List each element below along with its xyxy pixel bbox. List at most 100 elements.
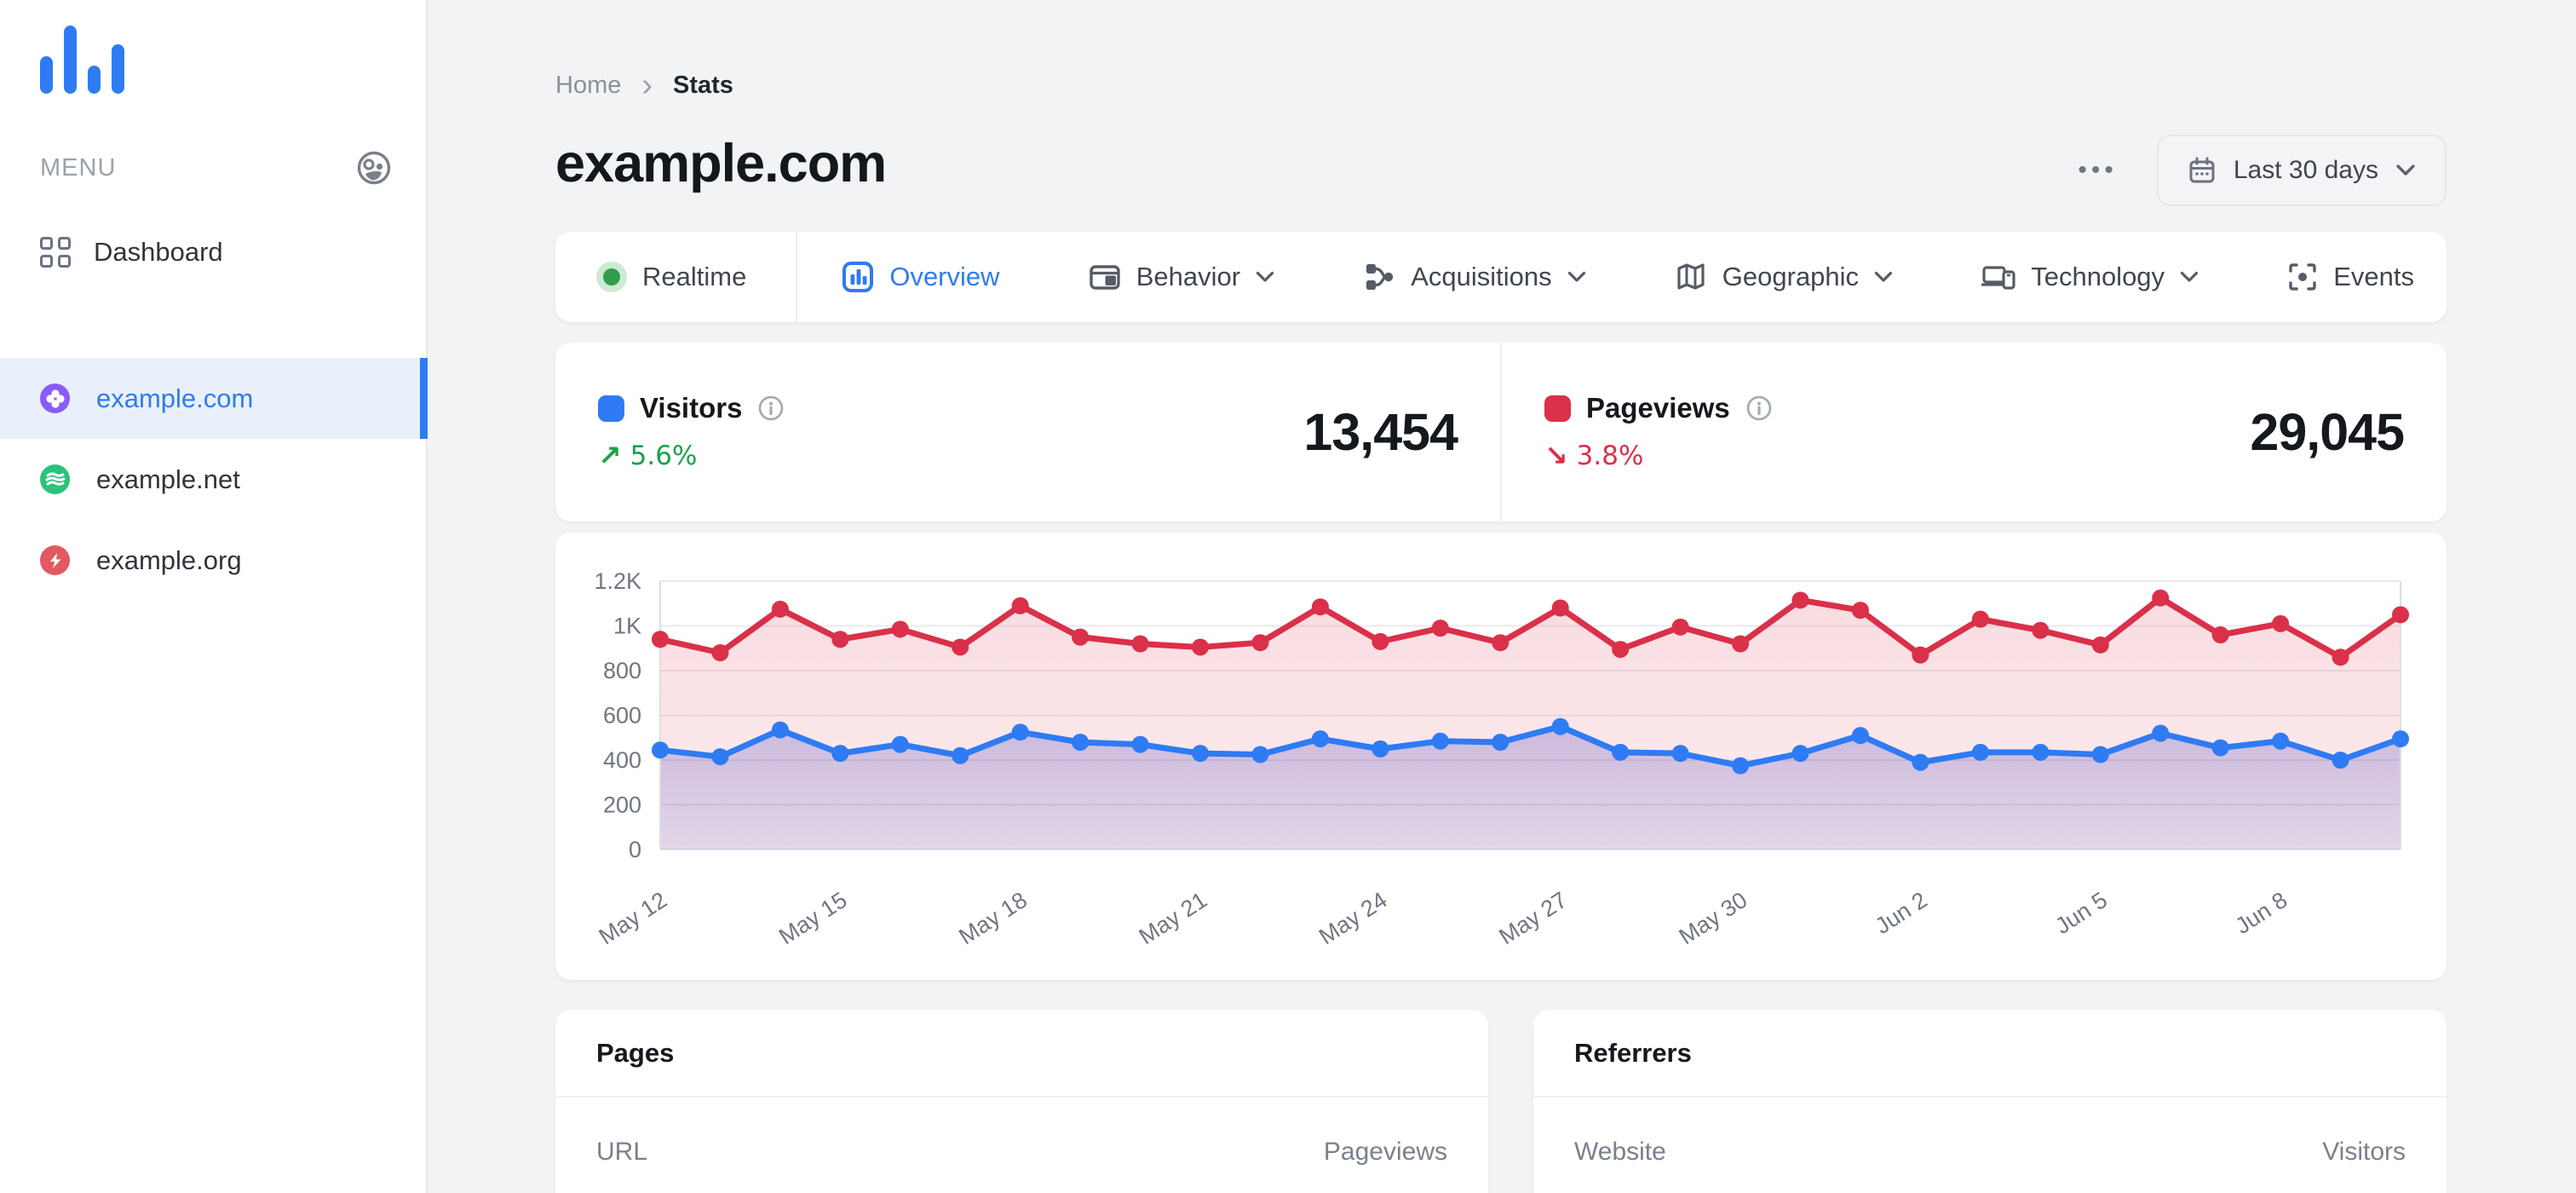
stat-delta: ↗ 5.6% — [598, 439, 785, 472]
waves-icon — [40, 464, 70, 494]
more-options-button[interactable]: ••• — [2078, 156, 2118, 184]
svg-text:200: 200 — [603, 792, 641, 818]
logo-bar — [88, 66, 101, 94]
tab-label: Geographic — [1722, 262, 1860, 291]
svg-text:Jun 8: Jun 8 — [2231, 887, 2292, 939]
tab-overview[interactable]: Overview — [842, 261, 1000, 293]
stats-bar: Visitors ↗ 5.6% 13,454 — [555, 343, 2447, 522]
calendar-icon — [2188, 156, 2217, 185]
stat-label: Pageviews — [1586, 392, 1730, 424]
sidebar-item-example-net[interactable]: example.net — [0, 439, 426, 520]
sidebar-item-label: Dashboard — [94, 237, 223, 267]
visitors-swatch — [598, 395, 624, 422]
window-icon — [1089, 261, 1121, 293]
sidebar-item-label: example.net — [96, 464, 240, 494]
chevron-down-icon — [2180, 271, 2199, 284]
stat-value: 29,045 — [2250, 403, 2405, 461]
tab-geographic[interactable]: Geographic — [1675, 261, 1893, 293]
tab-label: Behavior — [1136, 262, 1241, 291]
sidebar-item-label: example.org — [96, 545, 242, 575]
stat-pageviews: Pageviews ↘ 3.8% 29,045 — [1500, 343, 2447, 522]
tab-label: Acquisitions — [1411, 262, 1552, 291]
grid-icon — [40, 237, 71, 268]
svg-text:800: 800 — [603, 658, 641, 683]
logo-bar — [40, 56, 53, 94]
stat-visitors: Visitors ↗ 5.6% 13,454 — [555, 343, 1500, 522]
target-icon — [2287, 262, 2318, 292]
svg-text:600: 600 — [603, 703, 641, 729]
chevron-down-icon — [2395, 164, 2416, 177]
svg-text:400: 400 — [603, 747, 641, 773]
svg-text:May 21: May 21 — [1135, 887, 1212, 949]
menu-label: MENU — [40, 153, 117, 182]
app-logo — [40, 22, 124, 94]
devices-icon — [1981, 261, 2015, 293]
date-range-label: Last 30 days — [2233, 156, 2378, 184]
referrers-col-visitors: Visitors — [2322, 1138, 2406, 1166]
stat-value: 13,454 — [1303, 403, 1458, 461]
chevron-right-icon: › — [641, 67, 653, 103]
referrers-col-website: Website — [1574, 1138, 1666, 1166]
pageviews-swatch — [1544, 395, 1571, 422]
info-icon[interactable] — [1745, 395, 1773, 422]
svg-text:0: 0 — [629, 837, 641, 862]
breadcrumb: Home › Stats — [555, 67, 733, 103]
tab-label: Events — [2333, 262, 2414, 291]
tab-label: Overview — [889, 262, 1000, 291]
pages-card: Pages URL Pageviews — [555, 1010, 1488, 1193]
tab-technology[interactable]: Technology — [1981, 261, 2199, 293]
svg-text:May 18: May 18 — [954, 887, 1032, 949]
header-actions: ••• Last 30 days — [2078, 135, 2447, 206]
date-range-button[interactable]: Last 30 days — [2156, 135, 2447, 206]
sidebar-item-label: example.com — [96, 383, 254, 413]
svg-text:1K: 1K — [613, 614, 641, 639]
tab-realtime[interactable]: Realtime — [555, 262, 796, 292]
sidebar-item-dashboard[interactable]: Dashboard — [40, 237, 223, 268]
traffic-chart[interactable]: 0 200 400 600 800 1K 1.2K May 12 May 15 May 18 May… — [555, 533, 2447, 980]
chart-card: 0 200 400 600 800 1K 1.2K May 12 May 15 May 18 May… — [555, 533, 2447, 980]
tab-behavior[interactable]: Behavior — [1089, 261, 1274, 293]
svg-text:1.2K: 1.2K — [594, 568, 641, 594]
live-dot-icon — [596, 262, 627, 292]
tab-label: Realtime — [642, 262, 747, 291]
tab-acquisitions[interactable]: Acquisitions — [1363, 261, 1585, 293]
breadcrumb-home[interactable]: Home — [555, 72, 622, 99]
tab-label: Technology — [2031, 262, 2165, 291]
trend-up-icon: ↗ — [598, 439, 622, 472]
breadcrumb-current: Stats — [673, 72, 733, 99]
svg-text:Jun 5: Jun 5 — [2050, 887, 2112, 939]
referrers-card: Referrers Website Visitors — [1533, 1010, 2447, 1193]
tab-bar: Realtime Overview — [555, 232, 2447, 322]
branch-icon — [1363, 261, 1395, 293]
chevron-down-icon — [1567, 271, 1586, 284]
sidebar: MENU Dashboard example.com — [0, 0, 428, 1193]
sidebar-item-example-org[interactable]: example.org — [0, 520, 426, 601]
map-icon — [1675, 261, 1707, 293]
sidebar-item-example-com[interactable]: example.com — [0, 358, 428, 439]
stat-label: Visitors — [640, 392, 743, 424]
bolt-icon — [40, 545, 70, 575]
tab-events[interactable]: Events — [2287, 262, 2414, 292]
svg-text:May 27: May 27 — [1494, 887, 1572, 949]
svg-text:Jun 2: Jun 2 — [1871, 887, 1932, 939]
chevron-down-icon — [1256, 271, 1274, 284]
referrers-title: Referrers — [1533, 1010, 2447, 1098]
pages-col-pageviews: Pageviews — [1323, 1138, 1447, 1166]
delta-value: 3.8% — [1576, 440, 1644, 471]
bar-chart-icon — [842, 261, 874, 293]
svg-text:May 15: May 15 — [774, 887, 852, 949]
pages-col-url: URL — [596, 1138, 648, 1166]
logo-bar — [112, 44, 124, 94]
pages-title: Pages — [555, 1010, 1488, 1098]
svg-text:May 30: May 30 — [1675, 887, 1752, 949]
clover-icon — [40, 383, 70, 413]
stat-delta: ↘ 3.8% — [1544, 439, 1773, 472]
face-icon[interactable] — [356, 150, 392, 186]
svg-text:May 12: May 12 — [595, 887, 672, 949]
info-icon[interactable] — [757, 395, 785, 422]
trend-down-icon: ↘ — [1544, 439, 1568, 472]
main-content: Home › Stats example.com ••• Last 30 day… — [428, 0, 2576, 1193]
logo-bar — [64, 26, 77, 94]
site-list: example.com example.net example.org — [0, 358, 428, 601]
page-title: example.com — [555, 134, 887, 193]
